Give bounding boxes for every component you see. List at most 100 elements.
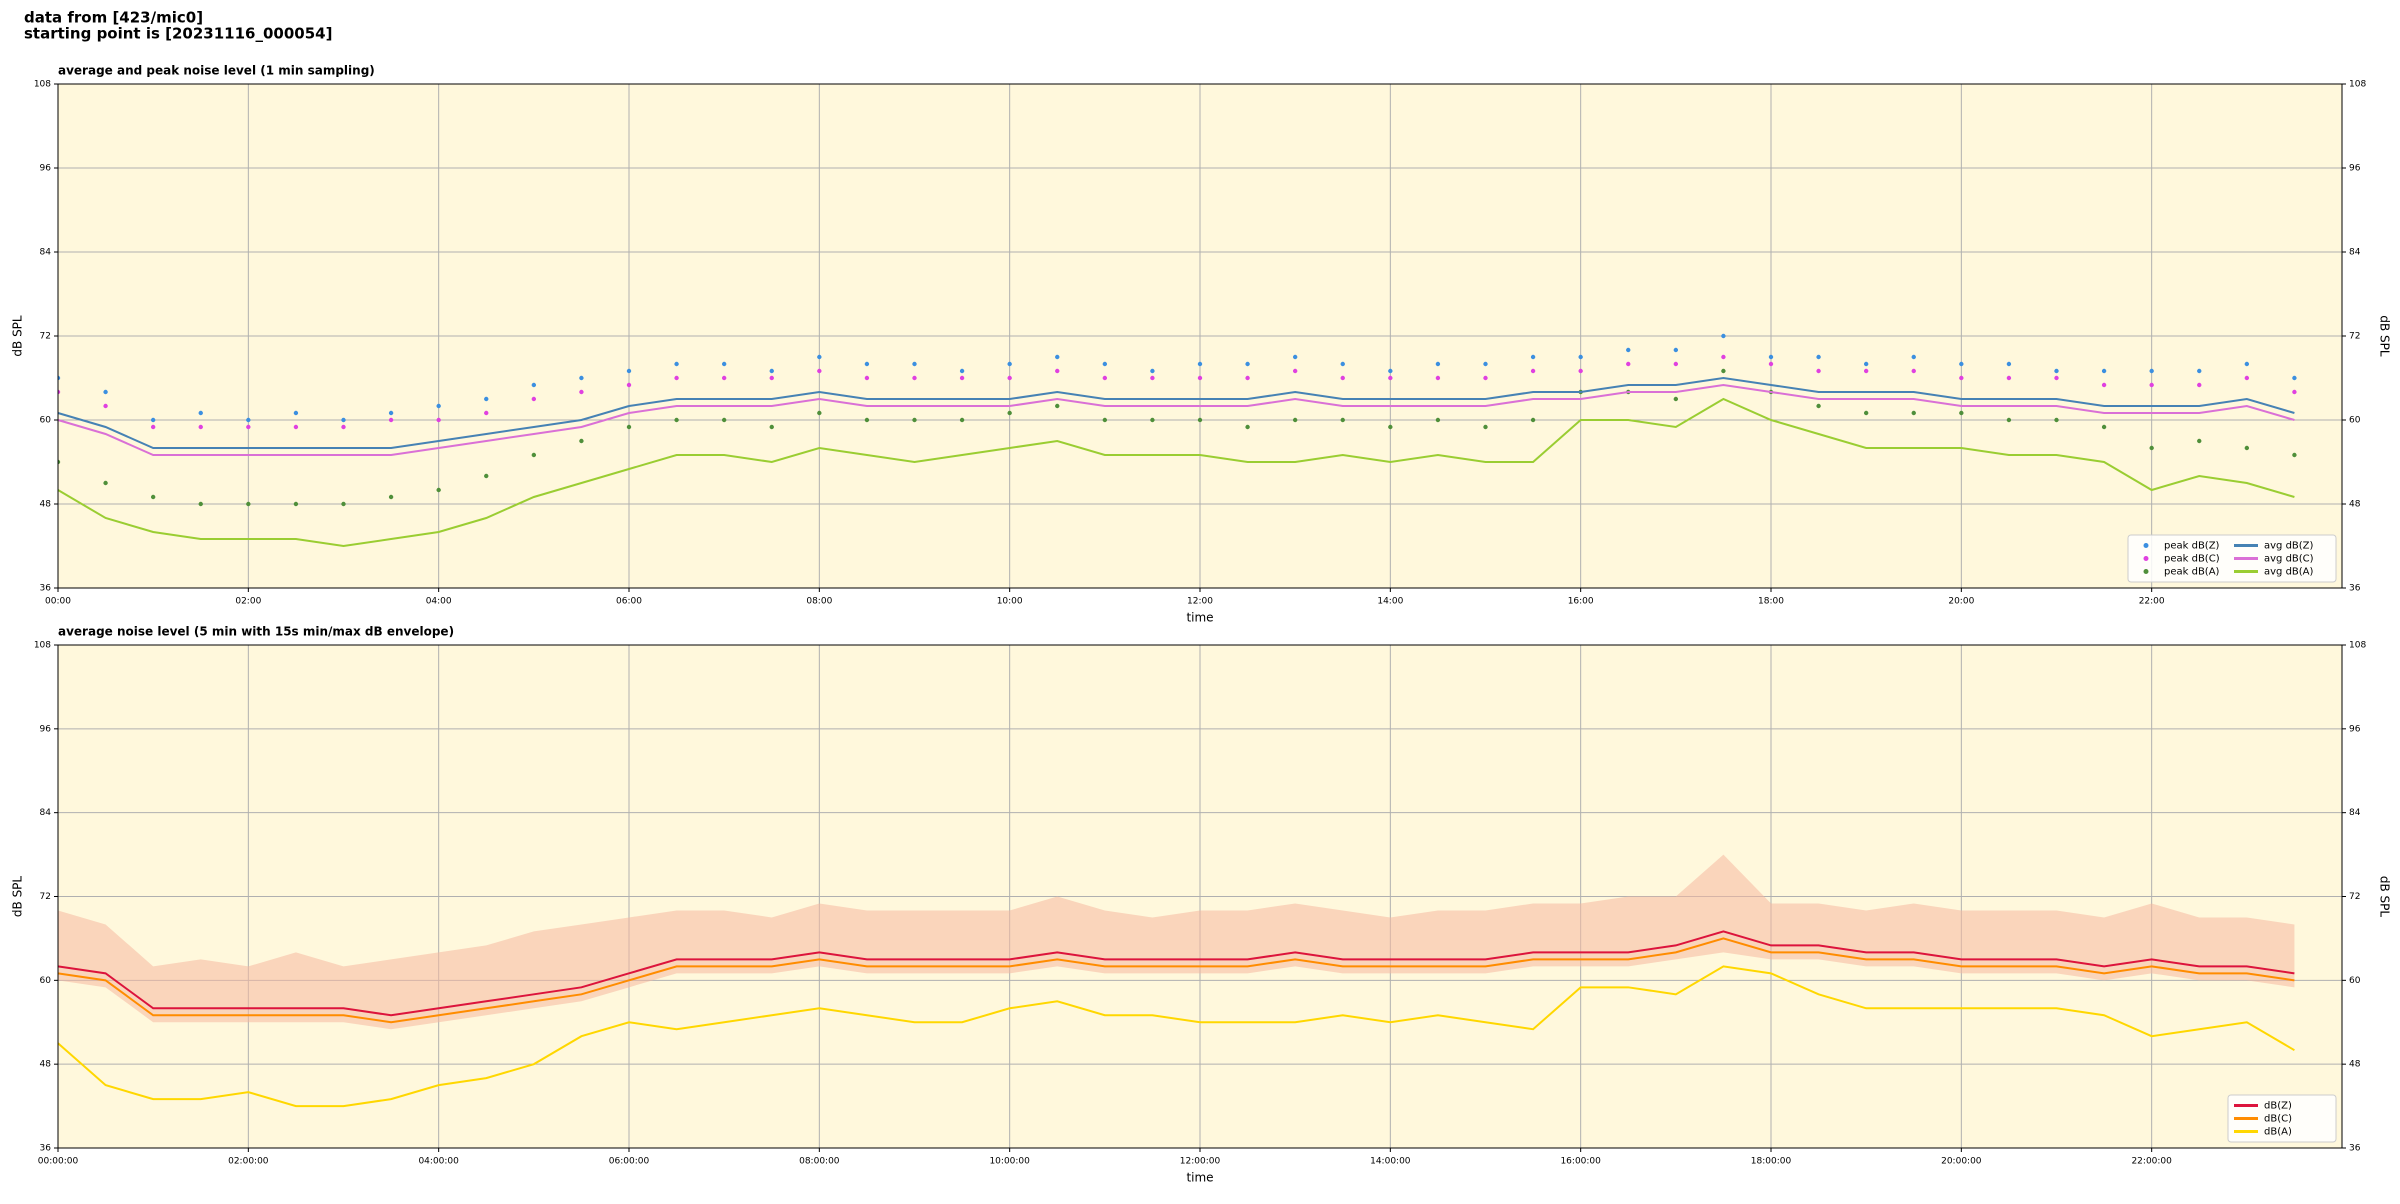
peak-marker bbox=[721, 375, 727, 381]
peak-marker bbox=[2149, 445, 2154, 451]
peak-marker bbox=[864, 375, 870, 381]
legend-swatch bbox=[2143, 556, 2149, 561]
peak-marker bbox=[1435, 375, 1441, 381]
peak-marker bbox=[1768, 354, 1774, 360]
peak-marker bbox=[864, 361, 870, 367]
peak-marker bbox=[1863, 361, 1869, 367]
peak-marker bbox=[484, 396, 489, 402]
peak-marker bbox=[2054, 375, 2059, 381]
peak-marker bbox=[246, 501, 251, 507]
envelope bbox=[58, 854, 2295, 1030]
peak-marker bbox=[674, 417, 679, 423]
x-axis-label: time bbox=[1186, 611, 1213, 625]
peak-marker bbox=[912, 361, 917, 367]
peak-marker bbox=[1055, 403, 1060, 409]
y2-tick-label: 36 bbox=[2349, 1144, 2361, 1154]
peak-marker bbox=[1007, 410, 1012, 416]
y-tick-label: 96 bbox=[40, 164, 52, 174]
legend-label: avg dB(A) bbox=[2264, 567, 2314, 578]
peak-marker bbox=[2101, 368, 2107, 374]
y2-tick-label: 96 bbox=[2349, 164, 2361, 174]
peak-marker bbox=[531, 396, 537, 402]
y-tick-label: 72 bbox=[40, 332, 51, 342]
peak-marker bbox=[198, 410, 203, 416]
peak-marker bbox=[674, 375, 679, 381]
peak-marker bbox=[150, 424, 156, 430]
peak-marker bbox=[103, 480, 108, 486]
y2-tick-label: 36 bbox=[2349, 584, 2361, 594]
y-tick-label: 108 bbox=[34, 80, 51, 90]
peak-marker bbox=[2054, 368, 2059, 374]
peak-marker bbox=[1959, 375, 1964, 381]
peak-marker bbox=[198, 501, 203, 507]
peak-marker bbox=[2149, 382, 2154, 388]
y2-tick-label: 84 bbox=[2349, 808, 2361, 818]
plot-frame bbox=[57, 83, 2343, 589]
y2-tick-label: 72 bbox=[2349, 892, 2360, 902]
peak-marker bbox=[1483, 424, 1488, 430]
peak-marker bbox=[1245, 424, 1250, 430]
peak-marker bbox=[1721, 354, 1726, 360]
x-tick-label: 12:00 bbox=[1187, 597, 1213, 607]
peak-marker bbox=[341, 424, 346, 430]
peak-marker bbox=[1863, 368, 1869, 374]
peak-marker bbox=[2292, 452, 2297, 458]
x-tick-label: 00:00 bbox=[45, 597, 71, 607]
x-tick-label: 14:00:00 bbox=[1370, 1157, 1411, 1167]
y-tick-label: 84 bbox=[40, 248, 52, 258]
peak-marker bbox=[341, 501, 346, 507]
y-tick-label: 84 bbox=[40, 808, 52, 818]
y-tick-label: 96 bbox=[40, 724, 52, 734]
peak-marker bbox=[103, 403, 108, 409]
x-tick-label: 08:00 bbox=[806, 597, 832, 607]
series-line bbox=[57, 965, 2295, 1108]
peak-marker bbox=[1673, 347, 1679, 353]
y2-tick-label: 48 bbox=[2349, 500, 2361, 510]
legend-label: avg dB(C) bbox=[2264, 554, 2314, 565]
peak-marker bbox=[817, 354, 822, 360]
peak-marker bbox=[1197, 361, 1203, 367]
plot-area bbox=[58, 854, 2295, 1030]
peak-marker bbox=[2101, 382, 2107, 388]
peak-marker bbox=[436, 417, 441, 423]
legend-label: peak dB(A) bbox=[2164, 567, 2220, 578]
peak-marker bbox=[769, 375, 774, 381]
peak-marker bbox=[531, 382, 537, 388]
peak-marker bbox=[2197, 368, 2202, 374]
peak-marker bbox=[1673, 361, 1679, 367]
peak-marker bbox=[1626, 361, 1631, 367]
peak-marker bbox=[341, 417, 346, 423]
peak-marker bbox=[1340, 375, 1345, 381]
peak-marker bbox=[293, 424, 299, 430]
series-line bbox=[57, 383, 2295, 456]
peak-marker bbox=[2197, 382, 2202, 388]
peak-marker bbox=[531, 452, 537, 458]
peak-marker bbox=[293, 501, 299, 507]
peak-marker bbox=[103, 389, 108, 395]
peak-marker bbox=[1530, 354, 1536, 360]
y-tick-label: 72 bbox=[40, 892, 51, 902]
plot-frame bbox=[57, 644, 2343, 1149]
peak-marker bbox=[1340, 361, 1345, 367]
peak-marker bbox=[1911, 354, 1916, 360]
peak-marker bbox=[1483, 361, 1488, 367]
legend-label: peak dB(C) bbox=[2164, 554, 2220, 565]
peak-marker bbox=[58, 459, 61, 465]
peak-marker bbox=[2006, 361, 2012, 367]
peak-marker bbox=[1816, 354, 1821, 360]
x-tick-label: 00:00:00 bbox=[38, 1157, 79, 1167]
x-tick-label: 04:00:00 bbox=[418, 1157, 459, 1167]
x-tick-label: 16:00 bbox=[1568, 597, 1594, 607]
legend-label: dB(C) bbox=[2264, 1114, 2292, 1125]
peak-marker bbox=[721, 361, 727, 367]
peak-marker bbox=[2197, 438, 2202, 444]
peak-marker bbox=[388, 417, 394, 423]
peak-marker bbox=[2006, 417, 2012, 423]
peak-marker bbox=[1626, 347, 1631, 353]
peak-marker bbox=[579, 438, 584, 444]
peak-marker bbox=[1530, 368, 1536, 374]
peak-marker bbox=[626, 382, 632, 388]
peak-marker bbox=[58, 375, 61, 381]
peak-marker bbox=[1292, 354, 1298, 360]
